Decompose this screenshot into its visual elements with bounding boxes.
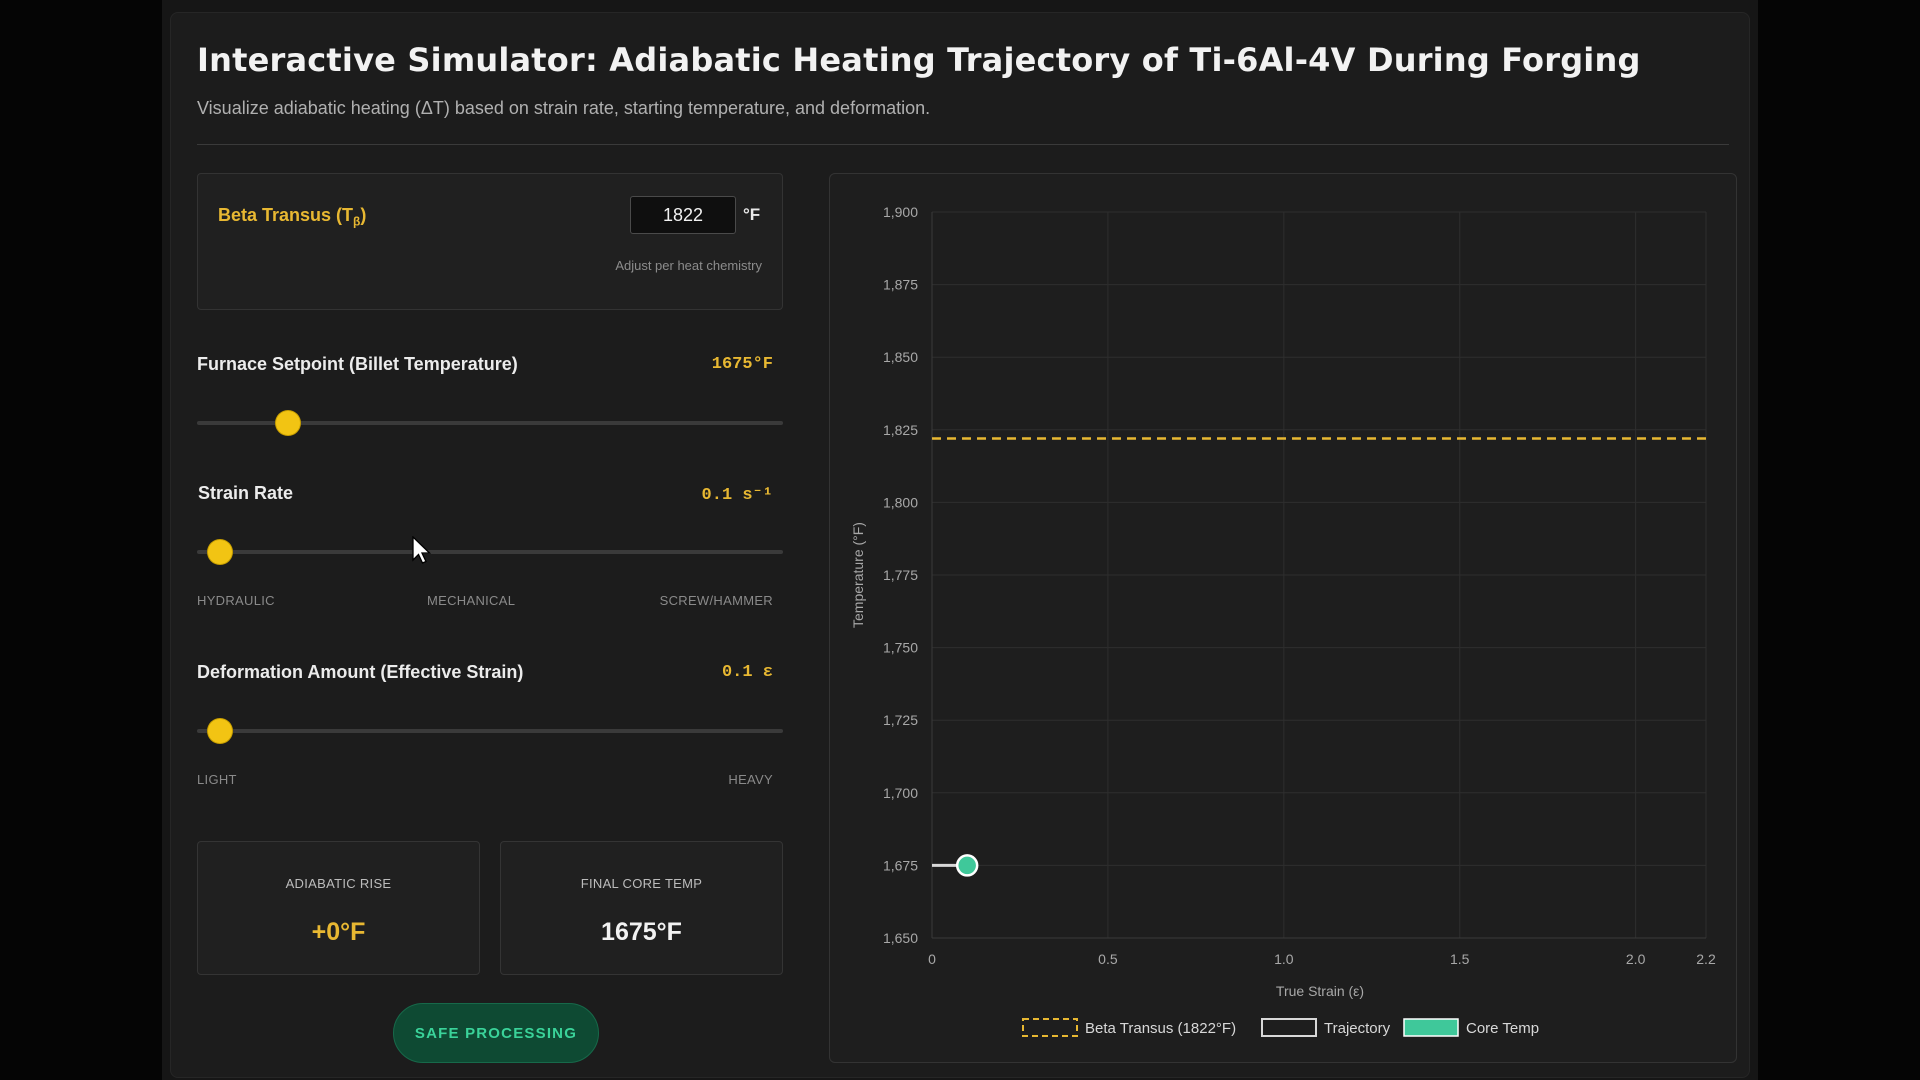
slider-thumb[interactable] xyxy=(275,411,300,435)
deformation-tick-heavy: HEAVY xyxy=(728,772,773,787)
simulator-card: Interactive Simulator: Adiabatic Heating… xyxy=(170,12,1750,1078)
y-tick-label: 1,675 xyxy=(883,857,918,873)
beta-transus-label-text: Beta Transus (T xyxy=(218,205,354,225)
slider-track xyxy=(197,729,783,733)
final-core-temp-value: 1675°F xyxy=(601,918,682,946)
y-tick-label: 1,700 xyxy=(883,785,918,801)
strain-rate-tick-mechanical: MECHANICAL xyxy=(427,593,516,608)
slider-track xyxy=(197,421,783,425)
mouse-cursor-icon xyxy=(412,536,432,564)
y-tick-label: 1,875 xyxy=(883,277,918,293)
strain-rate-tick-screw-hammer: SCREW/HAMMER xyxy=(659,593,773,608)
header-divider xyxy=(197,144,1729,145)
legend-swatch-beta-transus xyxy=(1022,1018,1078,1037)
y-tick-label: 1,900 xyxy=(883,204,918,220)
x-tick-label: 0 xyxy=(928,951,936,967)
legend-swatch-trajectory xyxy=(1261,1018,1317,1037)
deformation-value: 0.1 ε xyxy=(721,663,773,682)
y-tick-label: 1,775 xyxy=(883,567,918,583)
beta-transus-hint: Adjust per heat chemistry xyxy=(615,258,762,273)
deformation-tick-light: LIGHT xyxy=(197,772,237,787)
strain-rate-value: 0.1 s⁻¹ xyxy=(701,486,773,505)
beta-transus-label: Beta Transus (Tβ) xyxy=(218,205,366,229)
x-tick-label: 1.0 xyxy=(1274,951,1294,967)
beta-transus-label-subscript: β xyxy=(353,214,361,229)
slider-thumb[interactable] xyxy=(208,540,233,564)
y-tick-label: 1,825 xyxy=(883,422,918,438)
beta-transus-input[interactable] xyxy=(630,196,736,234)
page-subtitle: Visualize adiabatic heating (ΔT) based o… xyxy=(197,98,931,118)
y-tick-label: 1,850 xyxy=(883,349,918,365)
beta-transus-panel: Beta Transus (Tβ) °F Adjust per heat che… xyxy=(197,173,783,310)
x-axis-title: True Strain (ε) xyxy=(1276,983,1364,999)
y-tick-label: 1,650 xyxy=(883,930,918,946)
x-tick-label: 1.5 xyxy=(1450,951,1470,967)
y-tick-label: 1,800 xyxy=(883,494,918,510)
page-title: Interactive Simulator: Adiabatic Heating… xyxy=(197,41,1641,79)
x-tick-label: 0.5 xyxy=(1098,951,1118,967)
deformation-label: Deformation Amount (Effective Strain) xyxy=(197,662,524,682)
beta-transus-unit: °F xyxy=(743,205,761,224)
beta-transus-label-close: ) xyxy=(360,205,367,225)
legend-label-trajectory: Trajectory xyxy=(1324,1020,1391,1037)
y-tick-label: 1,750 xyxy=(883,640,918,656)
final-core-temp-label: FINAL CORE TEMP xyxy=(580,876,703,891)
adiabatic-rise-card: ADIABATIC RISE +0°F xyxy=(197,841,480,975)
temperature-strain-chart: 1,650 1,675 1,700 1,725 1,750 1,775 1,800 1,825… xyxy=(850,204,1716,1037)
deformation-slider[interactable] xyxy=(197,719,783,743)
adiabatic-rise-value: +0°F xyxy=(311,918,366,946)
adiabatic-rise-label: ADIABATIC RISE xyxy=(285,876,392,891)
x-tick-label: 2.2 xyxy=(1696,951,1716,967)
y-tick-label: 1,725 xyxy=(883,712,918,728)
app-frame: Interactive Simulator: Adiabatic Heating… xyxy=(162,0,1758,1080)
core-temp-point xyxy=(955,854,979,877)
x-tick-label: 2.0 xyxy=(1626,951,1646,967)
legend-label-beta-transus: Beta Transus (1822°F) xyxy=(1085,1020,1236,1037)
status-button[interactable]: SAFE PROCESSING xyxy=(393,1003,599,1063)
furnace-setpoint-value: 1675°F xyxy=(711,355,773,374)
furnace-setpoint-label: Furnace Setpoint (Billet Temperature) xyxy=(197,354,518,374)
legend-swatch-core-temp xyxy=(1403,1018,1459,1037)
chart-panel: 1,650 1,675 1,700 1,725 1,750 1,775 1,800 1,825… xyxy=(829,173,1737,1063)
strain-rate-slider[interactable] xyxy=(197,540,783,564)
furnace-setpoint-slider[interactable] xyxy=(197,411,783,435)
legend-label-core-temp: Core Temp xyxy=(1466,1020,1539,1037)
y-axis-title: Temperature (°F) xyxy=(850,522,866,628)
strain-rate-label: Strain Rate xyxy=(198,483,294,503)
final-core-temp-card: FINAL CORE TEMP 1675°F xyxy=(500,841,783,975)
slider-track xyxy=(197,550,783,554)
slider-thumb[interactable] xyxy=(208,719,233,743)
strain-rate-tick-hydraulic: HYDRAULIC xyxy=(197,593,275,608)
